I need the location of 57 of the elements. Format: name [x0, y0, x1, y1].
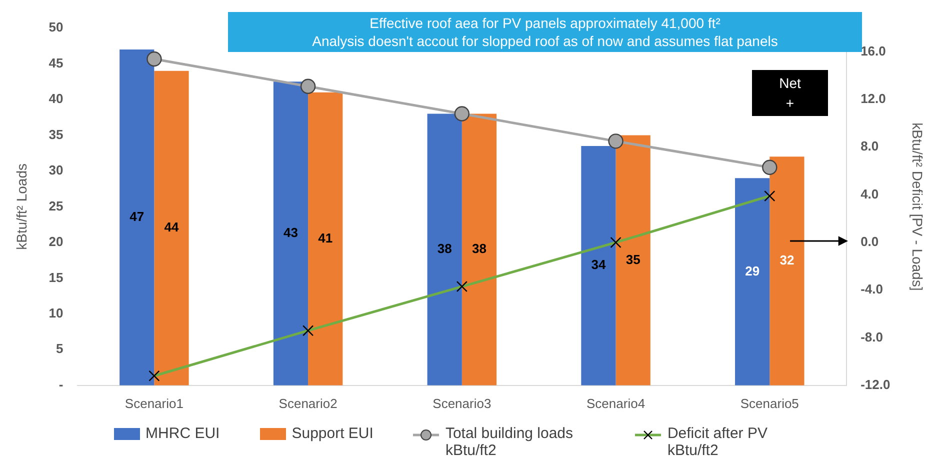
y-tick-label: 35: [48, 126, 64, 142]
y2-tick-label: 8.0: [860, 138, 879, 154]
data-label: 29: [745, 263, 760, 278]
y-tick-label: 5: [56, 341, 64, 356]
bar: [581, 146, 616, 386]
data-label: 34: [591, 257, 606, 272]
y-tick-label: 50: [48, 20, 64, 35]
y2-axis-title: kBtu/ft² Deficit [PV - Loads]: [910, 122, 926, 291]
point: [454, 106, 470, 122]
bar: [427, 114, 462, 386]
point: [300, 78, 316, 94]
y2-tick-label: 4.0: [860, 186, 879, 202]
y-axis-title: kBtu/ft² Loads: [13, 164, 30, 250]
point: [762, 160, 778, 175]
data-label: 43: [284, 225, 298, 240]
y-tick-label: -: [58, 376, 64, 392]
data-label: 41: [318, 230, 333, 246]
y-tick-label: 40: [48, 91, 64, 106]
y-tick-label: 30: [48, 162, 64, 178]
y-tick-label: 20: [48, 234, 64, 250]
y2-tick-label: 16.0: [860, 43, 886, 58]
y-tick-label: 25: [48, 198, 64, 214]
y-tick-label: 15: [48, 270, 64, 285]
data-label: 47: [130, 209, 144, 224]
bar: [462, 114, 497, 386]
data-label: 35: [626, 252, 640, 267]
y2-tick-label: 0.0: [860, 234, 879, 250]
data-label: 38: [472, 241, 486, 256]
bar: [120, 49, 154, 386]
y-tick-label: 45: [48, 55, 64, 70]
bar: [273, 82, 308, 386]
y2-tick-label: -4.0: [860, 282, 883, 297]
bar: [154, 70, 189, 386]
legend-label: Total building loads kBtu/ft2: [445, 425, 574, 459]
data-label: 38: [437, 241, 452, 256]
legend-label: MHRC EUI: [146, 425, 220, 442]
legend-label: Deficit after PV kBtu/ft2: [667, 425, 768, 459]
label-box: Net +: [752, 70, 828, 116]
y2-tick-label: -12.0: [860, 376, 890, 392]
x-tick-label: Scenario2: [278, 396, 338, 411]
x-tick-label: Scenario4: [586, 396, 646, 411]
legend-label: Support EUI: [292, 425, 374, 442]
note-box: Effective roof aea for PV panels approximately 41,000 ft² Analysis doesn't accout for slopped roof as of now and assumes flat panels: [228, 12, 862, 52]
x-tick-label: Scenario5: [740, 396, 799, 411]
x-tick-label: Scenario3: [432, 396, 492, 411]
y2-tick-label: 12.0: [860, 91, 886, 106]
point: [146, 51, 162, 67]
data-label: 44: [164, 220, 180, 235]
x-tick-label: Scenario1: [124, 396, 184, 411]
point: [608, 134, 624, 149]
bar: [770, 156, 804, 386]
bar: [616, 135, 650, 386]
y2-tick-label: -8.0: [860, 329, 883, 344]
bar: [308, 92, 343, 386]
y-tick-label: 10: [48, 306, 64, 320]
bar: [735, 178, 770, 386]
data-label: 32: [780, 252, 794, 268]
